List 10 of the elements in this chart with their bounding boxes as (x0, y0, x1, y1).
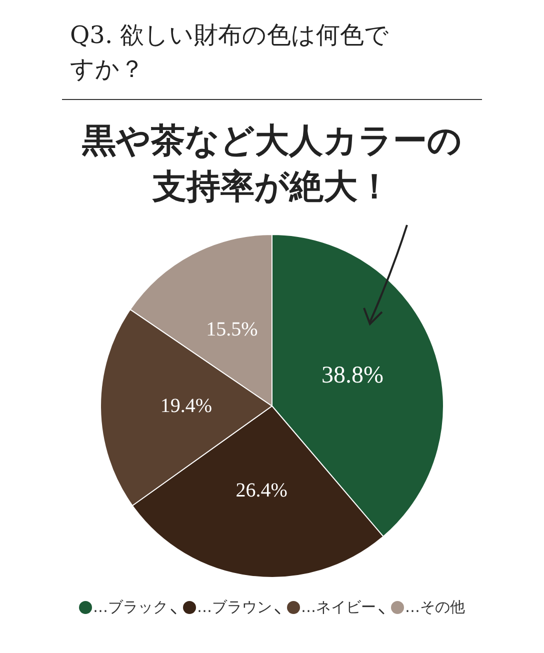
data-label: 19.4% (160, 395, 212, 418)
legend-label: …その他 (405, 598, 465, 617)
legend-label: …ブラウン (197, 598, 272, 617)
chart-subtitle: 黒や茶など大人カラーの支持率が絶大！ (81, 120, 463, 209)
data-label: 15.5% (206, 318, 258, 340)
chart-title: Q3. 欲しい財布の色は何色ですか？ (70, 20, 390, 85)
legend-label: …ネイビー (301, 598, 376, 617)
legend-label: …ブラック (93, 598, 168, 617)
data-label: 26.4% (236, 479, 288, 502)
data-label: 38.8% (321, 362, 384, 389)
